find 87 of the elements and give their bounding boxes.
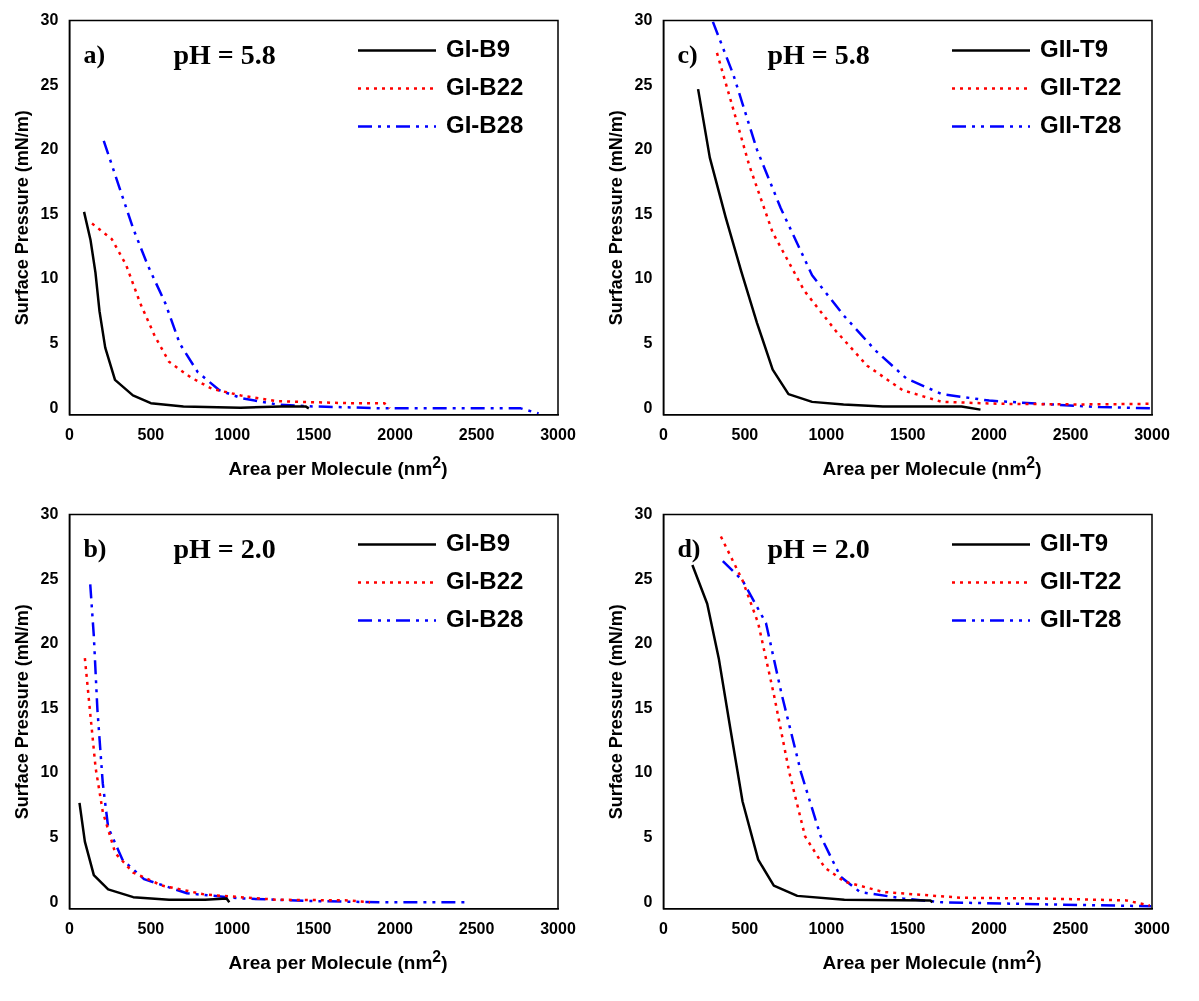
y-tick-label: 25 [40,569,59,587]
y-tick-label: 20 [634,634,653,652]
legend-label: GII-T28 [1040,111,1122,139]
y-tick-label: 30 [634,505,653,523]
x-tick-label: 2000 [971,919,1008,937]
annotation: pH = 2.0 [173,532,276,564]
legend-label: GII-T9 [1040,529,1109,557]
x-tick-label: 500 [731,919,759,937]
x-tick-label: 0 [658,425,668,443]
annotation: pH = 5.8 [767,38,870,70]
x-tick-label: 2500 [1052,425,1089,443]
y-tick-label: 25 [634,75,653,93]
y-axis-title: Surface Pressure (mN/m) [605,110,626,326]
legend-label: GI-B28 [446,605,524,633]
x-tick-label: 3000 [1134,425,1170,443]
y-tick-label: 0 [643,398,653,416]
y-tick-label: 20 [40,140,59,158]
x-axis-title: Area per Molecule (nm$^{2}$) [227,454,449,481]
y-tick-label: 15 [634,204,653,222]
y-axis-title: Surface Pressure (mN/m) [605,604,626,820]
line-series [90,222,392,410]
x-tick-label: 2000 [377,919,414,937]
legend-label: GII-T22 [1040,567,1122,595]
x-tick-label: 2500 [1052,919,1089,937]
y-tick-label: 15 [40,204,59,222]
y-tick-label: 20 [634,140,653,158]
y-tick-label: 10 [40,763,59,781]
annotation: d) [677,534,701,564]
x-tick-label: 500 [137,425,165,443]
y-axis-title: Surface Pressure (mN/m) [11,604,32,820]
y-tick-label: 15 [40,698,59,716]
y-tick-label: 30 [40,505,59,523]
x-tick-label: 1000 [808,919,845,937]
annotation: b) [83,534,107,564]
x-tick-label: 1500 [889,425,926,443]
x-tick-label: 2000 [377,425,414,443]
annotation: a) [83,40,106,70]
annotation: pH = 5.8 [173,38,276,70]
legend-label: GI-B28 [446,111,524,139]
y-tick-label: 0 [49,398,59,416]
legend-label: GII-T9 [1040,35,1109,63]
legend-label: GI-B9 [446,35,511,63]
y-tick-label: 25 [40,75,59,93]
legend-label: GII-T28 [1040,605,1122,633]
y-tick-label: 5 [49,334,59,352]
x-tick-label: 1000 [214,919,251,937]
y-tick-label: 5 [643,334,653,352]
y-tick-label: 30 [40,11,59,29]
y-tick-label: 15 [634,698,653,716]
x-tick-label: 500 [731,425,759,443]
x-tick-label: 2500 [458,425,495,443]
legend-label: GI-B22 [446,567,524,595]
y-axis-title: Surface Pressure (mN/m) [11,110,32,326]
x-tick-label: 1500 [295,425,332,443]
annotation: pH = 2.0 [767,532,870,564]
x-tick-label: 1500 [295,919,332,937]
legend-label: GII-T22 [1040,73,1122,101]
x-tick-label: 0 [64,919,74,937]
annotation: c) [677,40,698,70]
x-tick-label: 0 [658,919,668,937]
y-tick-label: 10 [634,269,653,287]
y-tick-label: 30 [634,11,653,29]
x-tick-label: 2500 [458,919,495,937]
x-tick-label: 1000 [808,425,845,443]
x-tick-label: 2000 [971,425,1008,443]
y-tick-label: 25 [634,569,653,587]
line-series [83,656,372,904]
y-tick-label: 5 [49,828,59,846]
x-tick-label: 1000 [214,425,251,443]
x-axis-title: Area per Molecule (nm$^{2}$) [227,948,449,975]
y-tick-label: 5 [643,828,653,846]
x-tick-label: 500 [137,919,165,937]
y-tick-label: 20 [40,634,59,652]
x-tick-label: 3000 [1134,919,1170,937]
x-tick-label: 0 [64,425,74,443]
x-tick-label: 3000 [540,425,576,443]
y-tick-label: 0 [643,892,653,910]
y-tick-label: 10 [634,763,653,781]
legend-label: GI-B9 [446,529,511,557]
x-tick-label: 3000 [540,919,576,937]
y-tick-label: 0 [49,892,59,910]
y-tick-label: 10 [40,269,59,287]
x-axis-title: Area per Molecule (nm$^{2}$) [821,454,1043,481]
line-series [102,139,540,415]
x-axis-title: Area per Molecule (nm$^{2}$) [821,948,1043,975]
x-tick-label: 1500 [889,919,926,937]
legend-label: GI-B22 [446,73,524,101]
